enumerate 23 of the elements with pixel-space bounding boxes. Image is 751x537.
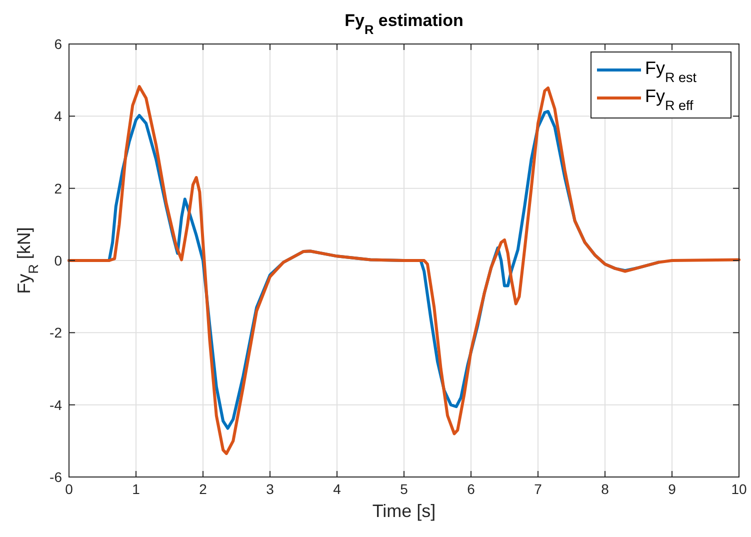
x-tick-label: 9 (668, 481, 676, 497)
y-tick-label: 6 (54, 36, 62, 52)
legend-label: Fy$_{R est}$ (645, 58, 697, 84)
x-tick-label: 1 (132, 481, 140, 497)
y-tick-label: -4 (50, 396, 62, 413)
y-tick-label: 4 (54, 108, 62, 124)
x-tick-label: 6 (467, 481, 476, 497)
line-series (68, 85, 740, 456)
x-tick-label: 10 (731, 481, 747, 497)
x-tick-label: 7 (534, 481, 542, 497)
chart-title: Fy$_{R}$ estimation (344, 11, 464, 36)
y-tick-label: 2 (54, 180, 62, 196)
x-tick-label: 0 (65, 481, 74, 497)
y-tick-label: -2 (50, 324, 62, 341)
x-tick-label: 4 (333, 481, 342, 497)
x-axis-title: Time [s] (372, 501, 436, 521)
y-tick-label: -6 (50, 469, 62, 485)
legend-label: Fy$_{R eff}$ (645, 86, 694, 112)
x-tick-label: 8 (601, 481, 610, 497)
x-tick-label: 5 (400, 481, 408, 497)
x-tick-label: 2 (199, 481, 208, 497)
x-tick-label: 3 (266, 481, 274, 497)
y-tick-label: 0 (54, 252, 62, 268)
